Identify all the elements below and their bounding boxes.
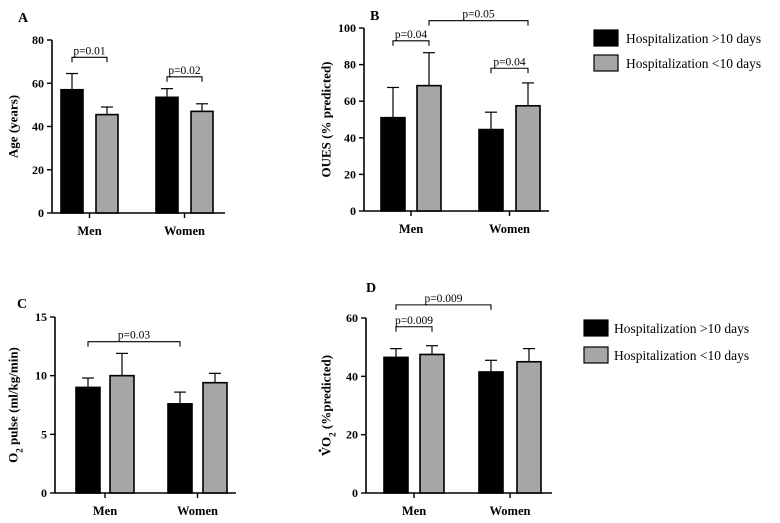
x-tick-label: Men — [402, 504, 426, 518]
panel-letter: A — [18, 11, 29, 26]
chart-panel-b: B OUES (% predicted) 0 20 40 60 80 100 Men Women p… — [319, 9, 549, 236]
panel-letter: B — [370, 9, 379, 24]
legend-label: Hospitalization <10 days — [614, 348, 749, 363]
panel-letter: D — [366, 281, 376, 296]
bar-women-series-2 — [516, 360, 542, 494]
y-axis-title: O2 pulse (ml/kg/min) — [6, 347, 25, 463]
bar-women-series-1 — [155, 96, 179, 214]
y-tick-label: 60 — [344, 94, 356, 108]
significance-bracket — [395, 326, 433, 332]
significance-bracket — [490, 67, 529, 74]
x-tick-label: Women — [177, 504, 218, 518]
y-axis-title: VO2 (%predicted) — [319, 355, 338, 456]
y-tick-label: 20 — [32, 163, 44, 177]
y-tick-label: 40 — [344, 131, 356, 145]
chart-panel-d: D VO2 (%predicted) 0 20 40 60 Men Women p=0.009 p… — [319, 281, 552, 518]
y-tick-label: 40 — [32, 120, 44, 134]
y-tick-label: 60 — [32, 76, 44, 90]
y-tick-label: 0 — [352, 486, 358, 500]
x-tick-label: Women — [489, 222, 530, 236]
legend-swatch — [583, 346, 609, 364]
bar-women-series-1 — [167, 403, 193, 494]
y-tick-label: 0 — [41, 486, 47, 500]
bar-men-series-1 — [380, 116, 406, 212]
legend-label: Hospitalization >10 days — [626, 31, 761, 46]
significance-bracket — [392, 40, 430, 46]
vdot-mark — [318, 449, 322, 452]
y-tick-label: 40 — [346, 369, 358, 383]
y-tick-label: 100 — [338, 21, 356, 35]
y-tick-label: 0 — [38, 206, 44, 220]
bar-women-series-1 — [478, 128, 504, 212]
y-tick-label: 20 — [346, 428, 358, 442]
y-axis-title: OUES (% predicted) — [319, 61, 334, 177]
bar-women-series-2 — [515, 104, 541, 212]
chart-panel-c: C O2 pulse (ml/kg/min) 0 5 10 15 Men Women p=0.0… — [6, 297, 236, 518]
p-value-label: p=0.04 — [493, 56, 526, 68]
p-value-label: p=0.03 — [118, 330, 151, 342]
legend-swatch — [593, 29, 619, 47]
bar-women-series-1 — [478, 371, 504, 494]
p-value-label: p=0.009 — [424, 293, 462, 305]
legend-swatch — [583, 319, 609, 337]
legend-1: Hospitalization >10 days Hospitalization … — [593, 29, 761, 72]
y-axis-title: Age (years) — [6, 95, 21, 158]
p-value-label: p=0.009 — [395, 315, 433, 327]
x-tick-label: Men — [399, 222, 423, 236]
bar-men-series-2 — [95, 113, 119, 214]
legend-2: Hospitalization >10 days Hospitalization … — [583, 319, 749, 364]
x-tick-label: Women — [164, 224, 205, 238]
legend-label: Hospitalization <10 days — [626, 56, 761, 71]
y-tick-label: 80 — [344, 58, 356, 72]
p-value-label: p=0.04 — [395, 29, 428, 41]
bar-women-series-2 — [190, 110, 214, 214]
significance-bracket — [395, 304, 492, 310]
y-tick-label: 80 — [32, 33, 44, 47]
y-tick-label: 20 — [344, 167, 356, 181]
bar-men-series-1 — [60, 88, 84, 214]
significance-bracket — [428, 20, 529, 26]
x-tick-label: Men — [93, 504, 117, 518]
y-tick-label: 15 — [35, 310, 47, 324]
significance-bracket — [71, 56, 108, 63]
panel-letter: C — [17, 297, 27, 312]
p-value-label: p=0.01 — [73, 45, 106, 57]
y-tick-label: 60 — [346, 311, 358, 325]
y-tick-label: 0 — [350, 204, 356, 218]
significance-bracket — [166, 76, 203, 82]
bar-women-series-2 — [202, 381, 228, 494]
y-tick-label: 10 — [35, 369, 47, 383]
bar-men-series-2 — [419, 353, 445, 494]
chart-panel-a: A Age (years) 0 20 40 60 80 Men Women p=0.01 p=0.0… — [6, 11, 225, 238]
bar-men-series-2 — [109, 374, 135, 494]
bar-men-series-1 — [75, 386, 101, 494]
p-value-label: p=0.02 — [168, 65, 201, 77]
x-tick-label: Men — [77, 224, 101, 238]
legend-swatch — [593, 54, 619, 72]
bar-men-series-1 — [383, 356, 409, 494]
legend-label: Hospitalization >10 days — [614, 321, 749, 336]
bar-men-series-2 — [416, 84, 442, 212]
x-tick-label: Women — [490, 504, 531, 518]
significance-bracket — [87, 341, 181, 347]
y-tick-label: 5 — [41, 427, 47, 441]
p-value-label: p=0.05 — [462, 9, 495, 21]
